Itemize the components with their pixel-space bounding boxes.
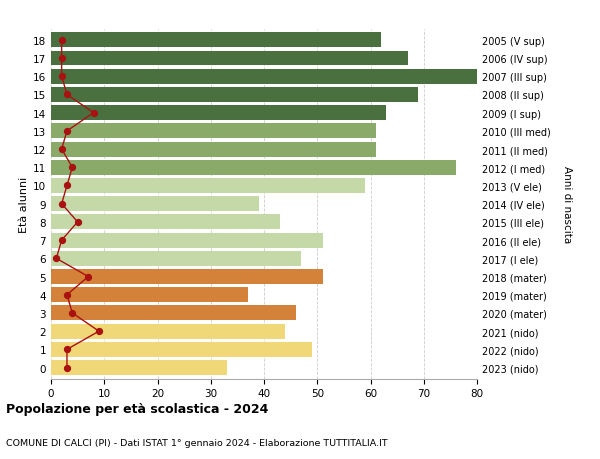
Bar <box>51 106 386 121</box>
Bar <box>51 342 312 357</box>
Bar <box>51 324 286 339</box>
Y-axis label: Età alunni: Età alunni <box>19 176 29 232</box>
Bar <box>51 161 456 175</box>
Bar <box>51 142 376 157</box>
Text: COMUNE DI CALCI (PI) - Dati ISTAT 1° gennaio 2024 - Elaborazione TUTTITALIA.IT: COMUNE DI CALCI (PI) - Dati ISTAT 1° gen… <box>6 438 388 448</box>
Y-axis label: Anni di nascita: Anni di nascita <box>562 166 572 243</box>
Point <box>57 201 67 208</box>
Bar <box>51 252 301 266</box>
Point <box>52 255 61 263</box>
Bar <box>51 215 280 230</box>
Point <box>62 128 72 135</box>
Bar <box>51 269 323 285</box>
Bar <box>51 51 408 67</box>
Point <box>83 273 93 280</box>
Point <box>62 364 72 371</box>
Bar <box>51 197 259 212</box>
Point <box>89 110 98 117</box>
Bar <box>51 70 477 84</box>
Point <box>68 309 77 317</box>
Text: Popolazione per età scolastica - 2024: Popolazione per età scolastica - 2024 <box>6 403 268 415</box>
Point <box>57 73 67 81</box>
Point <box>57 55 67 62</box>
Point <box>62 346 72 353</box>
Bar <box>51 233 323 248</box>
Point <box>57 37 67 45</box>
Point <box>62 291 72 299</box>
Bar <box>51 88 418 103</box>
Bar <box>51 124 376 139</box>
Point <box>57 237 67 244</box>
Point <box>68 164 77 172</box>
Bar <box>51 288 248 302</box>
Point <box>94 328 104 335</box>
Bar <box>51 360 227 375</box>
Point <box>73 219 82 226</box>
Point <box>62 182 72 190</box>
Bar <box>51 179 365 194</box>
Bar <box>51 306 296 321</box>
Point <box>62 91 72 99</box>
Bar <box>51 34 381 48</box>
Point <box>57 146 67 153</box>
